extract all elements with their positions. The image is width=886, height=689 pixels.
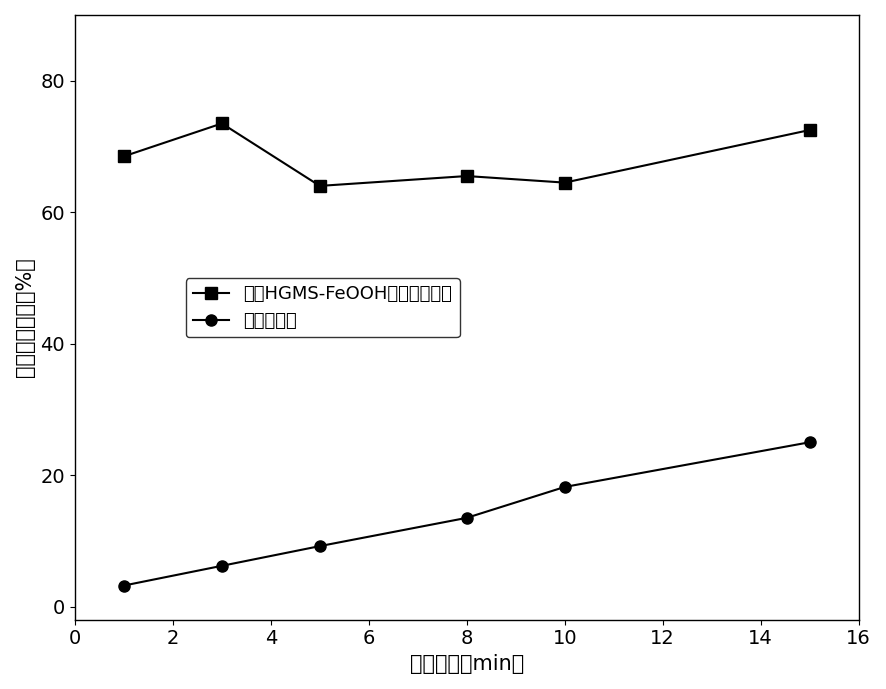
超导HGMS-FeOOH吸附耦合工艺 bbox=[462, 172, 472, 181]
超导HGMS-FeOOH吸附耦合工艺 bbox=[119, 152, 129, 161]
超导HGMS-FeOOH吸附耦合工艺 bbox=[559, 178, 570, 187]
超导HGMS-FeOOH吸附耦合工艺 bbox=[804, 126, 815, 134]
Y-axis label: 硃离子去除率（%）: 硃离子去除率（%） bbox=[15, 258, 35, 378]
无磁场静置 bbox=[315, 542, 325, 551]
无磁场静置 bbox=[804, 438, 815, 446]
无磁场静置 bbox=[119, 582, 129, 590]
无磁场静置 bbox=[559, 483, 570, 491]
Line: 超导HGMS-FeOOH吸附耦合工艺: 超导HGMS-FeOOH吸附耦合工艺 bbox=[119, 118, 815, 192]
超导HGMS-FeOOH吸附耦合工艺 bbox=[315, 182, 325, 190]
Line: 无磁场静置: 无磁场静置 bbox=[119, 437, 815, 591]
无磁场静置 bbox=[462, 514, 472, 522]
X-axis label: 静置时间（min）: 静置时间（min） bbox=[409, 654, 524, 674]
无磁场静置 bbox=[216, 562, 227, 570]
Legend: 超导HGMS-FeOOH吸附耦合工艺, 无磁场静置: 超导HGMS-FeOOH吸附耦合工艺, 无磁场静置 bbox=[186, 278, 460, 338]
超导HGMS-FeOOH吸附耦合工艺 bbox=[216, 119, 227, 127]
